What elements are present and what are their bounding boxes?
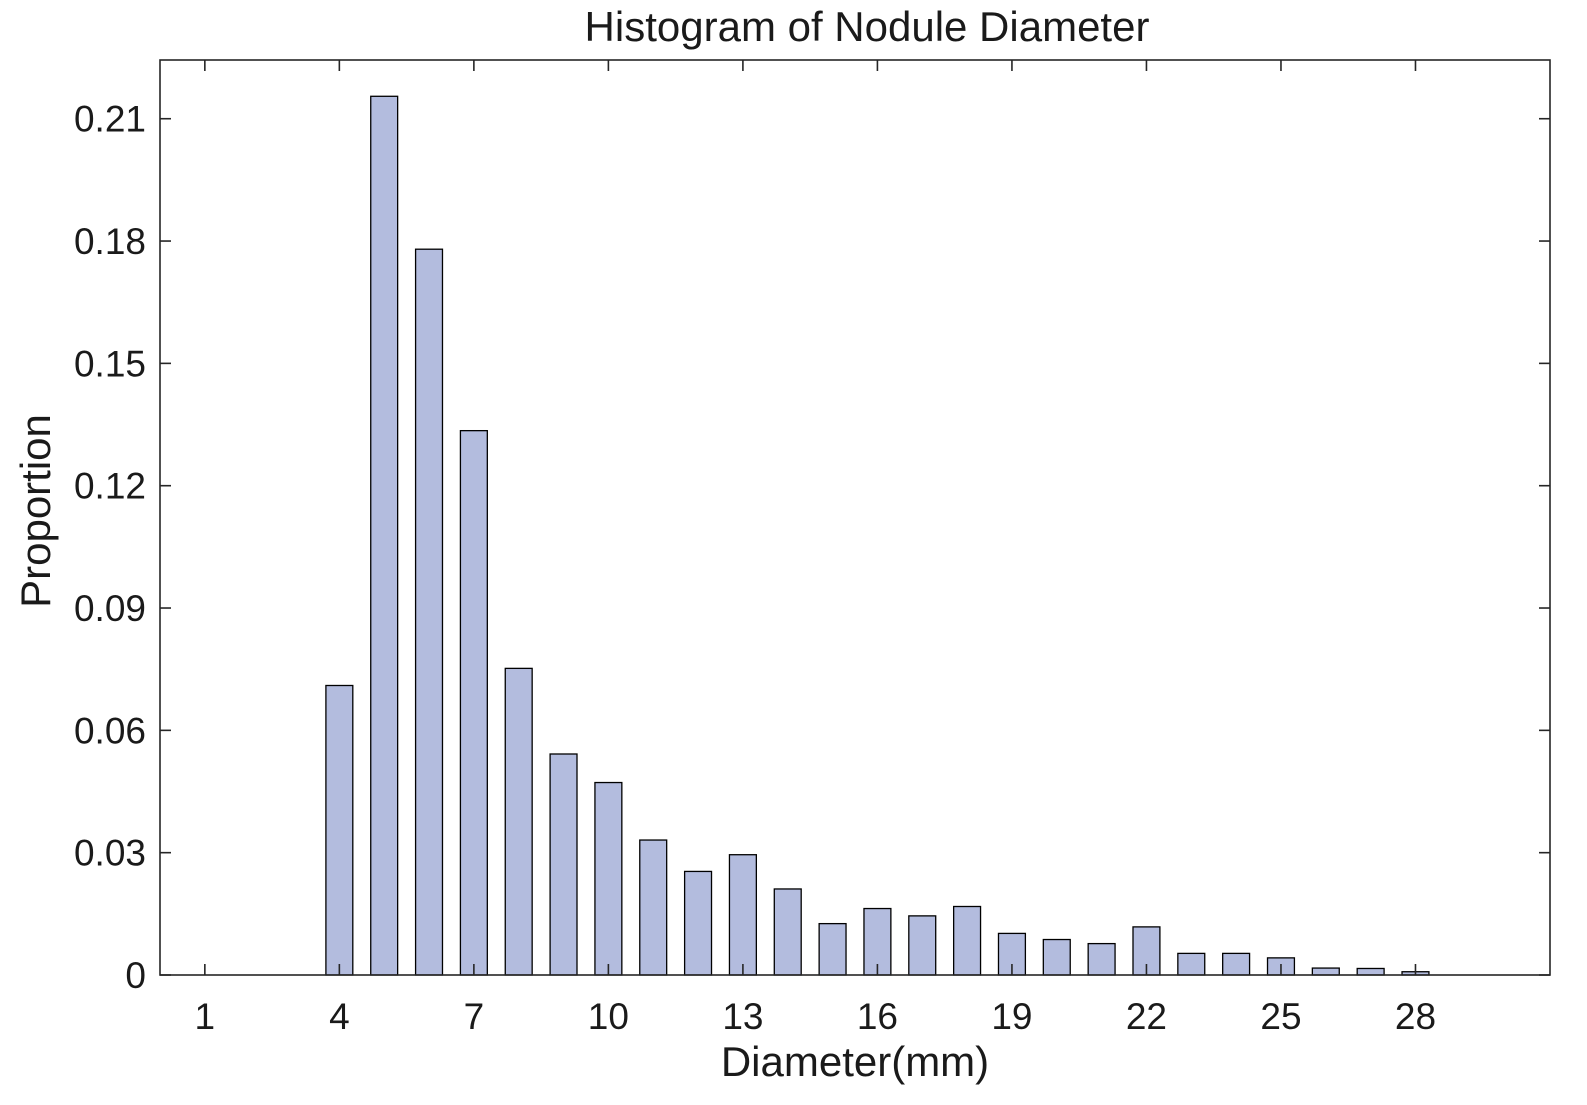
bar-23: [1177, 952, 1206, 976]
bar-6: [414, 248, 444, 976]
bar-10: [594, 781, 623, 976]
y-tick-label: 0.12: [74, 466, 146, 507]
y-axis-ticks: 0 0.03 0.06 0.09 0.12 0.15 0.18 0.21: [74, 99, 1550, 996]
x-tick-label: 13: [722, 996, 763, 1037]
bar-16: [863, 907, 892, 976]
bar-7: [459, 429, 488, 976]
y-tick-label: 0.21: [74, 99, 146, 140]
bar-4: [325, 684, 354, 976]
y-axis-label: Proportion: [12, 414, 59, 608]
x-tick-label: 7: [464, 996, 485, 1037]
bar-9: [549, 753, 578, 976]
bar-15: [818, 922, 847, 976]
bar-8: [504, 667, 533, 976]
bar-13: [728, 854, 758, 976]
plot-area-frame: [159, 59, 1551, 976]
bar-24: [1222, 952, 1251, 976]
x-tick-label: 28: [1395, 996, 1436, 1037]
y-tick-label: 0.15: [74, 343, 146, 384]
x-tick-label: 4: [329, 996, 350, 1037]
x-tick-label: 22: [1126, 996, 1167, 1037]
bar-18: [952, 905, 982, 976]
bar-17: [908, 915, 937, 976]
y-tick-label: 0.03: [74, 833, 146, 874]
y-tick-label: 0: [125, 955, 146, 996]
bar-11: [639, 839, 668, 976]
x-tick-label: 25: [1260, 996, 1301, 1037]
bar-5: [370, 95, 399, 976]
bar-26: [1311, 967, 1340, 976]
x-tick-label: 1: [195, 996, 216, 1037]
bar-21: [1087, 942, 1116, 976]
y-tick-label: 0.09: [74, 588, 146, 629]
bar-20: [1042, 938, 1071, 976]
x-tick-label: 19: [991, 996, 1032, 1037]
bar-27: [1356, 967, 1385, 976]
x-tick-label: 10: [588, 996, 629, 1037]
chart-title: Histogram of Nodule Diameter: [585, 3, 1150, 50]
x-tick-label: 16: [857, 996, 898, 1037]
x-axis-label: Diameter(mm): [721, 1038, 989, 1085]
bar-14: [773, 888, 802, 976]
x-axis-ticks: 1 4 7 10 13 16 19 22 25 28: [195, 60, 1436, 1037]
bars-group: [325, 95, 1430, 976]
y-tick-label: 0.18: [74, 221, 146, 262]
bar-12: [683, 870, 713, 976]
y-tick-label: 0.06: [74, 710, 146, 751]
